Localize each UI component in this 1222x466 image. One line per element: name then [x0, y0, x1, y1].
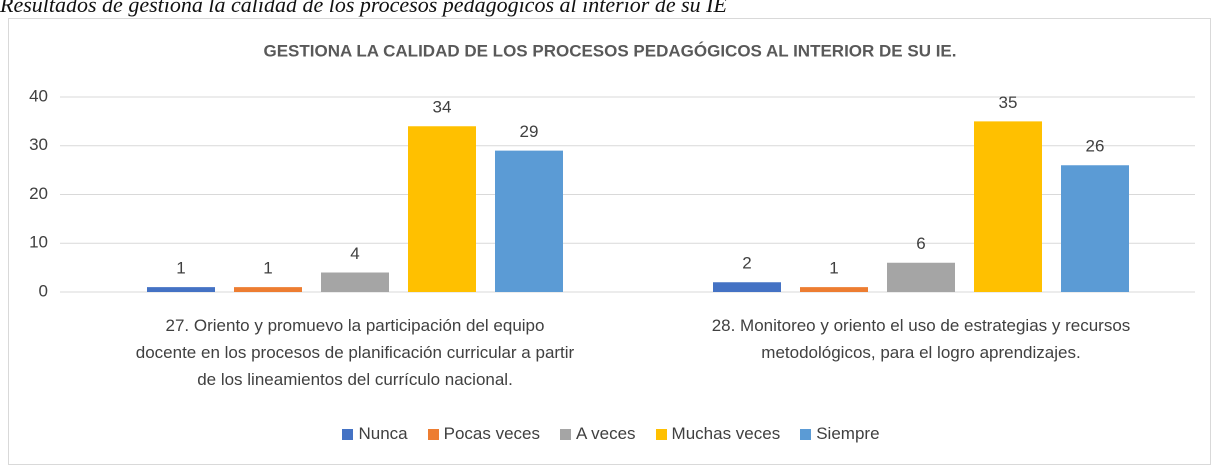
y-tick-label: 30: [29, 135, 48, 154]
data-label: 26: [1086, 137, 1105, 156]
y-tick-label: 0: [39, 281, 48, 300]
y-tick-label: 10: [29, 233, 48, 252]
bar: [887, 262, 955, 292]
data-label: 1: [263, 259, 272, 278]
bar: [713, 282, 781, 292]
bar: [495, 150, 563, 292]
data-label: 35: [999, 93, 1018, 112]
data-label: 1: [829, 259, 838, 278]
bar: [234, 287, 302, 292]
legend-swatch: [560, 428, 571, 440]
chart-frame: [8, 18, 1211, 465]
legend-label: Pocas veces: [443, 424, 540, 443]
legend-swatch: [342, 428, 354, 440]
bar: [147, 287, 215, 292]
legend-item: Pocas veces: [427, 424, 540, 444]
data-label: 4: [350, 244, 359, 263]
data-label: 34: [433, 98, 452, 117]
bar: [408, 126, 476, 292]
legend-swatch: [800, 428, 812, 440]
legend-swatch: [655, 428, 667, 440]
legend-swatch: [427, 428, 439, 440]
data-label: 6: [916, 234, 925, 253]
bar: [321, 272, 389, 292]
y-tick-label: 20: [29, 184, 48, 203]
legend-label: Siempre: [816, 424, 880, 443]
y-tick-label: 40: [29, 86, 48, 105]
legend-item: Muchas veces: [655, 424, 781, 444]
legend-label: Muchas veces: [671, 424, 781, 443]
legend: Nunca Pocas veces A veces Muchas veces Siemp…: [0, 424, 1222, 444]
legend-item: A veces: [560, 424, 636, 444]
data-label: 2: [742, 254, 751, 273]
x-tick-label: 27. Oriento y promuevo la participación …: [135, 316, 575, 389]
legend-label: Nunca: [358, 424, 408, 443]
data-label: 1: [176, 259, 185, 278]
chart-title: GESTIONA LA CALIDAD DE LOS PROCESOS PEDA…: [264, 41, 957, 60]
bar: [1061, 165, 1129, 292]
caption: Resultados de gestiona la calidad de los…: [0, 0, 727, 17]
legend-item: Siempre: [800, 424, 880, 444]
bar: [800, 287, 868, 292]
bar: [974, 121, 1042, 292]
x-tick-label: 28. Monitoreo y oriento el uso de estrat…: [711, 316, 1131, 362]
data-label: 29: [520, 122, 539, 141]
legend-label: A veces: [576, 424, 636, 443]
legend-item: Nunca: [342, 424, 408, 444]
